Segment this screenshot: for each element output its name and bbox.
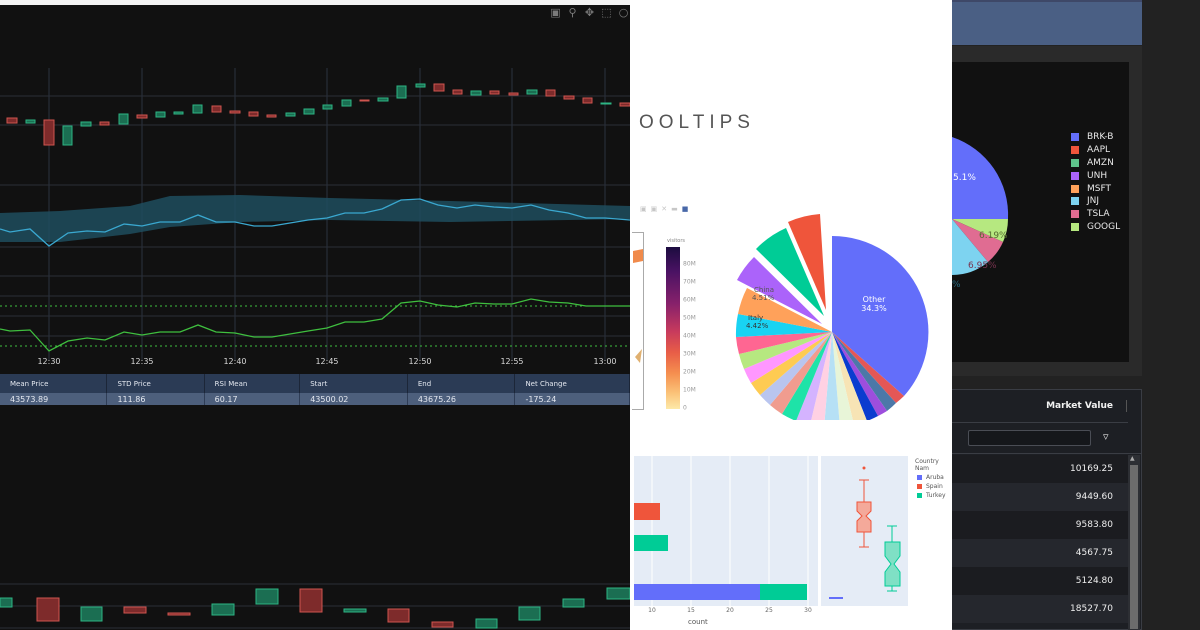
scrollbar-thumb[interactable] [1130,465,1138,629]
table-row[interactable]: 9583.80 [952,511,1128,539]
legend-item-turkey[interactable]: Turkey [915,492,952,499]
svg-text:12:50: 12:50 [408,357,431,366]
table-row[interactable]: 4567.75 [952,539,1128,567]
choropleth-map-edge[interactable] [632,232,644,410]
svg-text:4.42%: 4.42% [746,322,769,330]
filter-row: ▿ [952,424,1142,454]
lasso-icon[interactable]: ○ [618,6,629,19]
autoscale-icon[interactable]: ✕ [661,205,668,213]
svg-text:5.1%: 5.1% [953,173,976,183]
cell-end: 43675.26 [407,393,516,405]
chart-modebar: ▣ ⚲ ✥ ⬚ ○ [549,6,630,19]
cell-std-price: 111.86 [106,393,205,405]
col-start: Start [299,374,408,393]
scroll-up-icon[interactable]: ▲ [1130,455,1135,462]
svg-text:12:30: 12:30 [37,357,60,366]
stats-table: Mean Price STD Price RSI Mean Start End … [0,374,630,405]
col-end: End [407,374,516,393]
colorbar-title: visitors [667,238,686,244]
legend-item-msft[interactable]: MSFT [1071,182,1120,195]
col-mean-price: Mean Price [0,374,108,393]
colorbar-ticks: 80M 70M 60M 50M 40M 30M 20M 10M 0 [683,260,696,412]
col-std-price: STD Price [106,374,205,393]
box-select-icon[interactable]: ⬚ [601,6,612,19]
country-box-plot[interactable] [821,456,908,606]
zoom-icon[interactable]: ⚲ [568,6,577,19]
pie-modebar: ▣ ▣ ✕ ▬ ■ [640,205,688,213]
table-row[interactable]: 5124.80 [952,567,1128,595]
top-strip [0,0,630,5]
grid-rows: 10169.25 9449.60 9583.80 4567.75 5124.80… [952,455,1128,623]
camera-icon[interactable]: ▣ [550,6,561,19]
legend-item-aapl[interactable]: AAPL [1071,144,1120,157]
pan-icon[interactable]: ✥ [584,6,595,19]
cell-rsi-mean: 60.17 [204,393,301,405]
filter-icon[interactable]: ▿ [1103,430,1109,443]
zoom-in-icon[interactable]: ▣ [640,205,647,213]
trading-dashboard: ▣ ⚲ ✥ ⬚ ○ [0,0,630,630]
holdings-grid: Market Value ▿ 10169.25 9449.60 9583.80 … [952,389,1142,630]
header-bar [952,0,1142,45]
zoom-out-icon[interactable]: ▣ [650,205,658,213]
vertical-scrollbar[interactable]: ▲ [1128,455,1140,630]
tooltips-panel: OOLTIPS ▣ ▣ ✕ ▬ ■ visitors 80M 70M 60M 5… [630,0,952,630]
cell-net-change: -175.24 [514,393,630,405]
legend-item-spain[interactable]: Spain [915,483,952,490]
legend-item-jnj[interactable]: JNJ [1071,195,1120,208]
column-resize-handle[interactable] [1126,400,1127,412]
legend-item-aruba[interactable]: Aruba [915,474,952,481]
svg-text:6.19%: 6.19% [979,231,1008,241]
col-net-change: Net Change [514,374,630,393]
svg-text:%: % [952,280,961,290]
price-charts[interactable]: 12:30 12:35 12:40 12:45 12:50 12:55 13:0… [0,0,630,630]
toggle-hover-icon[interactable]: ▬ [671,205,678,213]
svg-text:6.95%: 6.95% [968,261,997,271]
cell-start: 43500.02 [299,393,408,405]
country-pie-chart[interactable]: Other 34.3% China 4.51% Italy 4.42% [730,200,940,420]
cell-mean-price: 43573.89 [0,393,108,405]
bar-x-label: count [688,618,708,626]
legend-item-tsla[interactable]: TSLA [1071,208,1120,221]
svg-text:4.51%: 4.51% [752,294,775,302]
market-value-filter-input[interactable] [968,430,1091,446]
legend-item-googl[interactable]: GOOGL [1071,221,1120,234]
table-row[interactable]: 18527.70 [952,595,1128,623]
country-legend: Country Nam Aruba Spain Turkey [915,458,952,499]
svg-text:12:40: 12:40 [223,357,246,366]
table-row[interactable]: 10169.25 [952,455,1128,483]
svg-text:China: China [754,286,774,294]
svg-text:Italy: Italy [748,314,763,322]
svg-text:13:00: 13:00 [593,357,616,366]
column-header-market-value[interactable]: Market Value [952,390,1128,423]
country-bar-chart[interactable] [634,456,818,606]
svg-text:12:45: 12:45 [315,357,338,366]
col-rsi-mean: RSI Mean [204,374,301,393]
svg-text:12:35: 12:35 [130,357,153,366]
plotly-logo-icon[interactable]: ■ [681,205,689,213]
legend-item-amzn[interactable]: AMZN [1071,157,1120,170]
legend-item-brk-b[interactable]: BRK-B [1071,131,1120,144]
svg-text:Other: Other [863,295,886,304]
svg-text:12:55: 12:55 [500,357,523,366]
legend-item-unh[interactable]: UNH [1071,169,1120,182]
portfolio-panel: 5.1% 6.19% 6.95% % BRK-B AAPL AMZN UNH M… [952,0,1200,630]
table-row[interactable]: 9449.60 [952,483,1128,511]
allocation-pie-chart[interactable]: 5.1% 6.19% 6.95% % [952,62,1129,362]
colorbar [666,247,680,409]
page-title: OOLTIPS [639,112,755,133]
svg-text:34.3%: 34.3% [861,304,887,313]
allocation-legend: BRK-B AAPL AMZN UNH MSFT JNJ TSLA GOOGL [1071,131,1120,233]
